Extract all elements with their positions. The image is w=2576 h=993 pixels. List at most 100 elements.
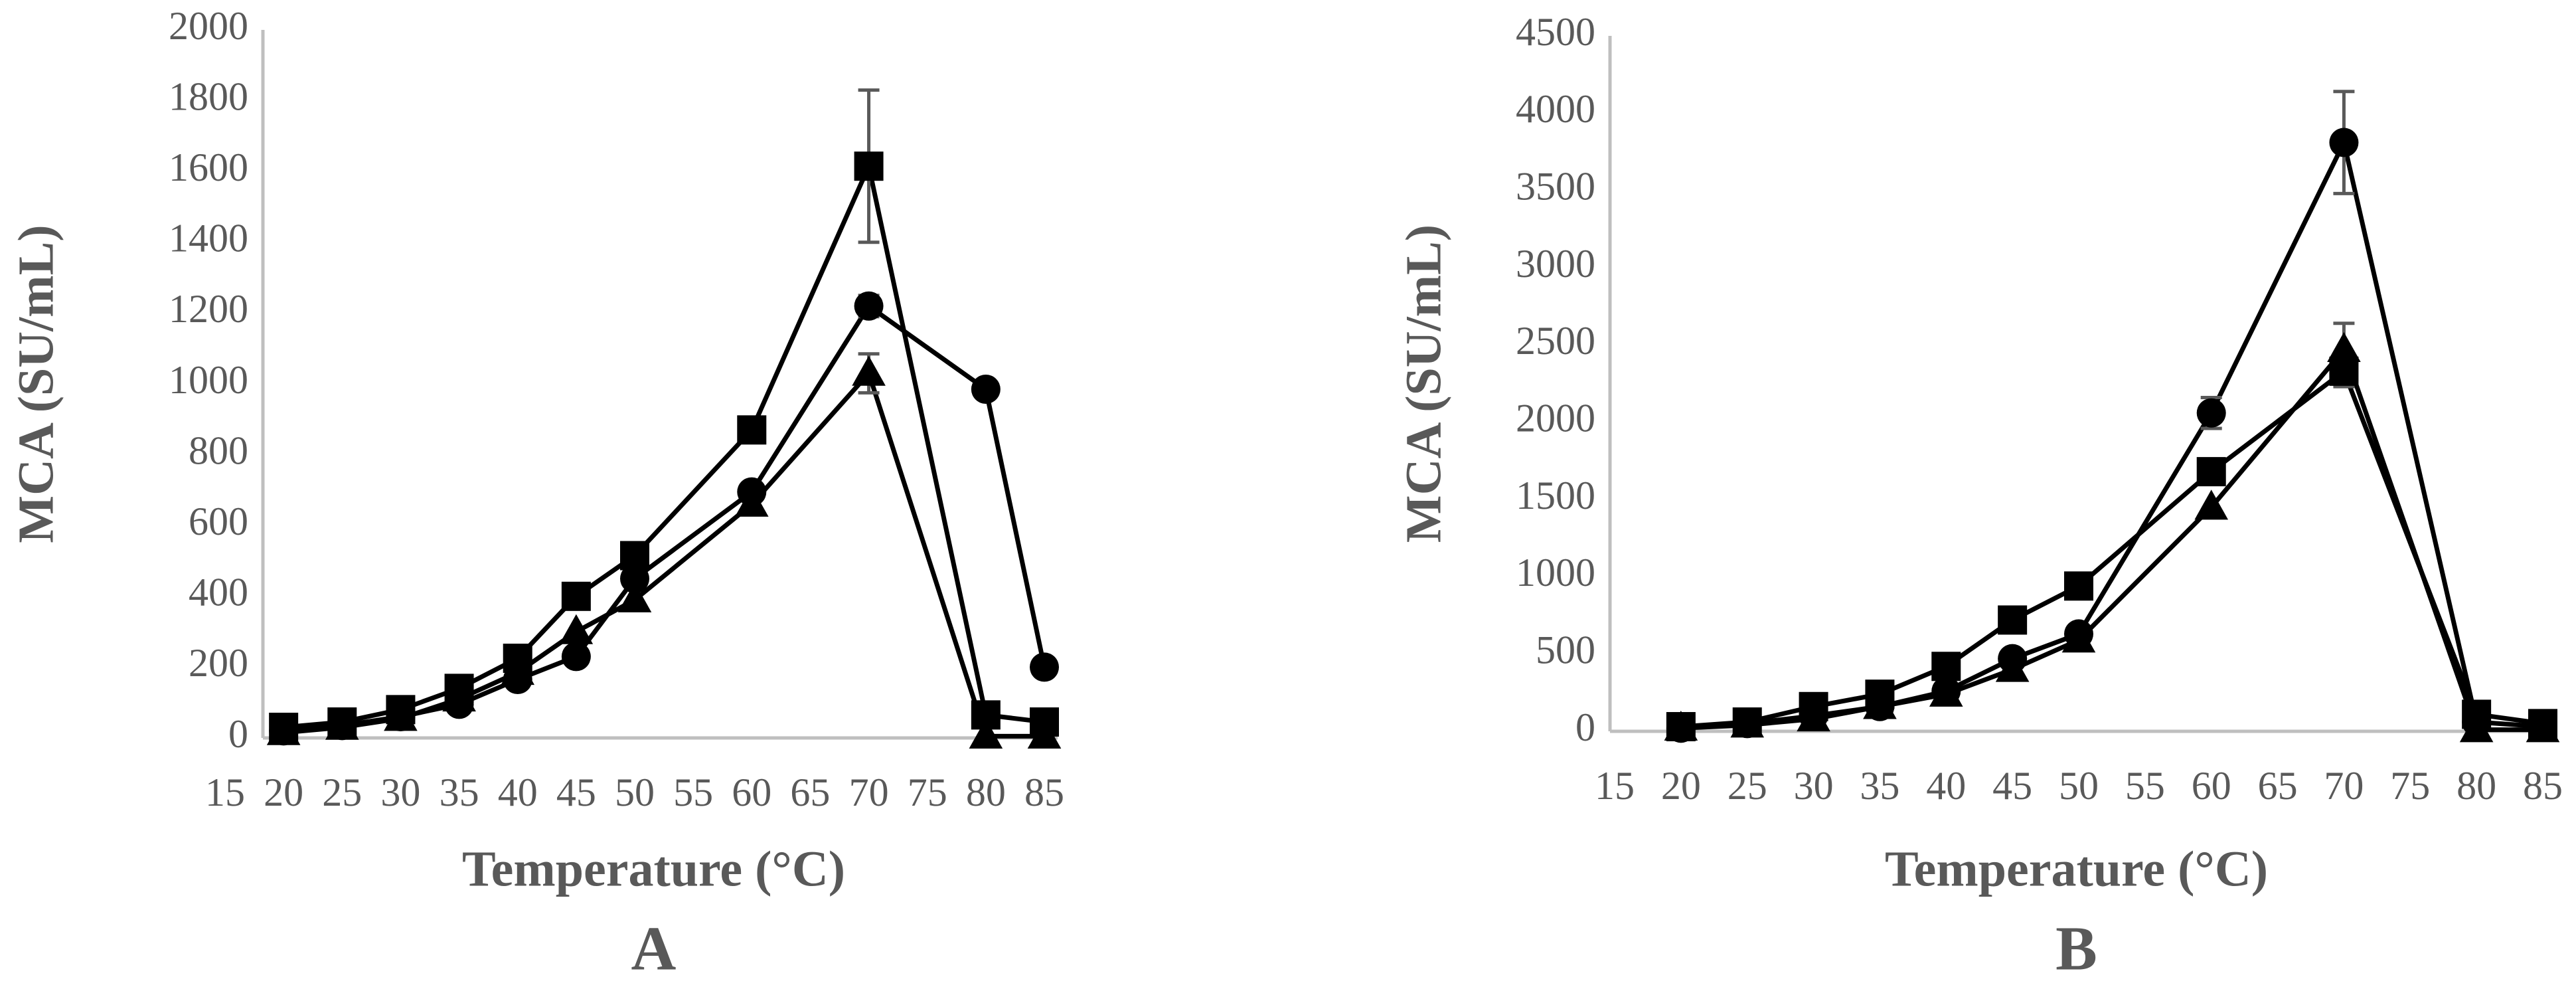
- marker-circle: [620, 564, 649, 594]
- y-tick-label: 4500: [1516, 10, 1595, 54]
- y-tick-label: 3000: [1516, 242, 1595, 286]
- x-tick-label: 70: [2324, 764, 2364, 808]
- x-tick-label: 85: [1024, 770, 1064, 814]
- panel-label: A: [631, 915, 677, 984]
- panel-label: B: [2055, 915, 2097, 984]
- y-tick-label: 0: [228, 712, 248, 756]
- y-tick-label: 500: [1536, 628, 1595, 672]
- series-line: [283, 304, 1047, 733]
- marker-triangle: [852, 355, 886, 386]
- y-tick-label: 1800: [169, 74, 248, 118]
- x-tick-label: 30: [1794, 764, 1834, 808]
- marker-triangle: [1863, 689, 1897, 719]
- y-tick-label: 2000: [169, 4, 248, 48]
- x-tick-label: 65: [790, 770, 830, 814]
- y-tick-label: 200: [189, 641, 248, 685]
- x-tick-label: 80: [2456, 764, 2496, 808]
- y-tick-label: 1400: [169, 217, 248, 260]
- series-line: [283, 163, 1045, 730]
- marker-circle: [854, 291, 884, 321]
- marker-triangle: [2526, 712, 2560, 743]
- y-tick-label: 2500: [1516, 319, 1595, 363]
- marker-circle: [2329, 128, 2359, 157]
- marker-triangle: [1995, 652, 2030, 682]
- marker-triangle: [384, 701, 418, 731]
- x-tick-label: 15: [1595, 764, 1635, 808]
- y-axis-title: MCA (SU/mL): [1396, 225, 1451, 543]
- marker-circle: [561, 642, 591, 672]
- marker-triangle: [2327, 331, 2361, 363]
- y-tick-label: 1600: [169, 145, 248, 189]
- y-tick-label: 1500: [1516, 474, 1595, 517]
- marker-square: [1931, 652, 1961, 681]
- x-tick-label: 45: [556, 770, 596, 814]
- marker-triangle: [442, 681, 476, 712]
- marker-triangle: [325, 709, 359, 740]
- x-tick-label: 65: [2258, 764, 2298, 808]
- y-tick-label: 400: [189, 571, 248, 614]
- x-tick-label: 50: [2059, 764, 2099, 808]
- marker-square: [1998, 605, 2028, 635]
- series-line: [1680, 347, 2543, 733]
- x-tick-label: 40: [1926, 764, 1966, 808]
- x-tick-label: 30: [380, 770, 420, 814]
- x-tick-label: 50: [615, 770, 655, 814]
- marker-triangle: [617, 582, 652, 612]
- x-tick-label: 75: [908, 770, 947, 814]
- marker-circle: [971, 374, 1001, 404]
- marker-triangle: [1664, 710, 1698, 741]
- marker-square: [561, 581, 591, 611]
- marker-square: [2196, 457, 2226, 487]
- x-axis-title: Temperature (°C): [1885, 841, 2268, 897]
- marker-triangle: [734, 486, 769, 517]
- x-tick-label: 85: [2523, 764, 2563, 808]
- y-tick-label: 3500: [1516, 164, 1595, 208]
- x-tick-label: 35: [1860, 764, 1899, 808]
- y-tick-label: 2000: [1516, 396, 1595, 440]
- marker-square: [2064, 571, 2093, 601]
- marker-triangle: [1797, 701, 1830, 732]
- marker-triangle: [969, 718, 1003, 749]
- marker-triangle: [266, 715, 301, 745]
- x-tick-label: 20: [264, 770, 303, 814]
- x-axis-title: Temperature (°C): [462, 841, 845, 897]
- chart-panel: 0 200 400 600 800 1000 1200 1400 1600 1800 2000 15 2…: [8, 4, 1064, 984]
- series-line: [1680, 140, 2543, 731]
- y-tick-label: 0: [1575, 705, 1595, 749]
- marker-triangle: [2194, 490, 2229, 520]
- x-tick-label: 55: [673, 770, 713, 814]
- marker-triangle: [1027, 718, 1062, 749]
- x-tick-label: 60: [732, 770, 771, 814]
- x-tick-label: 75: [2390, 764, 2430, 808]
- marker-circle: [2196, 398, 2226, 428]
- marker-triangle: [2061, 622, 2096, 653]
- x-tick-label: 40: [498, 770, 538, 814]
- marker-triangle: [501, 654, 535, 685]
- y-tick-label: 600: [189, 499, 248, 543]
- marker-circle: [1030, 652, 1059, 682]
- marker-triangle: [2459, 712, 2494, 743]
- y-tick-label: 800: [189, 428, 248, 472]
- x-tick-label: 35: [440, 770, 479, 814]
- x-tick-label: 25: [322, 770, 362, 814]
- marker-triangle: [1929, 676, 1963, 707]
- marker-square: [854, 151, 884, 181]
- x-tick-label: 45: [1992, 764, 2032, 808]
- x-tick-label: 80: [966, 770, 1006, 814]
- x-tick-label: 55: [2125, 764, 2165, 808]
- y-tick-label: 1200: [169, 287, 248, 331]
- y-tick-label: 1000: [1516, 551, 1595, 594]
- x-tick-label: 60: [2192, 764, 2231, 808]
- y-tick-label: 4000: [1516, 87, 1595, 131]
- marker-square: [737, 415, 767, 445]
- x-tick-label: 15: [205, 770, 245, 814]
- x-tick-label: 25: [1728, 764, 1767, 808]
- chart-panel: 0 500 1000 1500 2000 2500 3000 3500 4000 4500 15 20…: [1396, 10, 2563, 984]
- y-tick-label: 1000: [169, 358, 248, 402]
- marker-triangle: [1730, 707, 1765, 738]
- x-tick-label: 70: [849, 770, 889, 814]
- y-axis-title: MCA (SU/mL): [8, 225, 64, 543]
- x-tick-label: 20: [1661, 764, 1701, 808]
- marker-triangle: [559, 614, 594, 644]
